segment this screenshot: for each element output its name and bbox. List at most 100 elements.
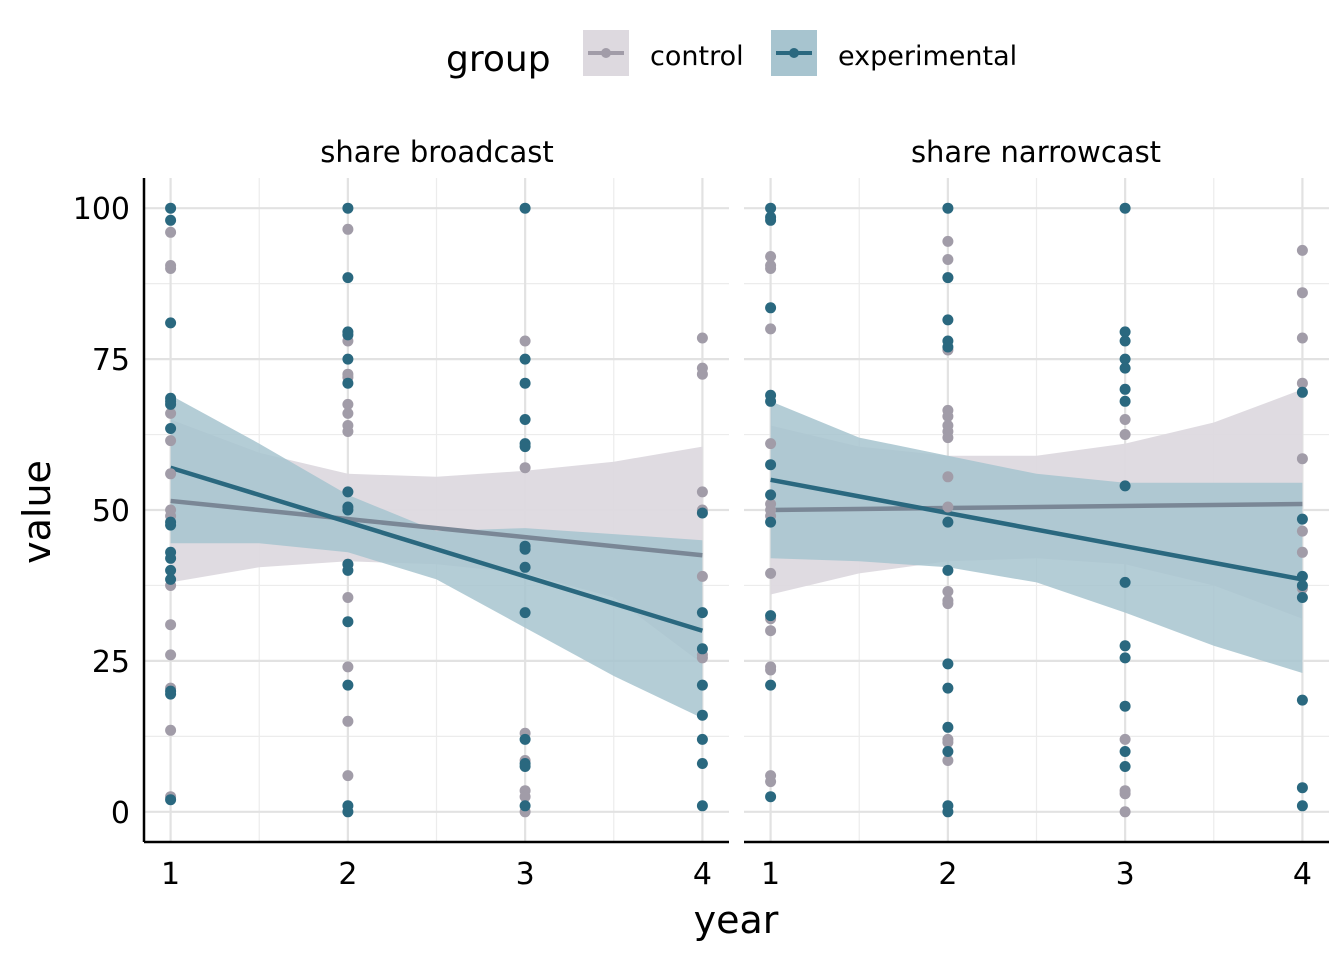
point-control [165, 724, 177, 736]
point-control [1119, 429, 1131, 440]
point-experimental [942, 682, 954, 694]
point-experimental [165, 519, 177, 531]
point-experimental [165, 564, 177, 576]
point-experimental [1296, 570, 1308, 582]
fit-lines [169, 465, 704, 633]
confidence-band-experimental [170, 395, 703, 719]
point-experimental [1296, 800, 1308, 812]
point-control [519, 462, 531, 474]
point-experimental [165, 214, 177, 226]
point-experimental [165, 688, 177, 700]
point-control [1296, 546, 1308, 558]
point-experimental [1296, 580, 1308, 591]
point-experimental [765, 610, 777, 622]
x-tick-label: 1 [161, 857, 180, 892]
point-experimental [765, 791, 777, 803]
point-experimental [165, 202, 177, 214]
point-experimental [765, 489, 777, 501]
point-experimental [696, 607, 708, 619]
point-control [342, 592, 354, 603]
point-experimental [1119, 576, 1131, 588]
point-experimental [165, 423, 177, 434]
point-experimental [519, 800, 531, 812]
confidence-band-experimental [770, 401, 1303, 673]
point-control [696, 368, 708, 380]
point-control [342, 715, 354, 727]
point-experimental [1296, 592, 1308, 603]
point-experimental [342, 353, 354, 365]
panel-title-share-narrowcast: share narrowcast [911, 135, 1161, 169]
panel-axes: 1 2 3 4 [142, 178, 729, 892]
point-experimental [942, 806, 954, 818]
point-control [342, 426, 354, 437]
point-control [1119, 806, 1131, 818]
fit-line-control [770, 501, 1303, 513]
point-experimental [1119, 202, 1131, 214]
point-control [942, 586, 954, 597]
point-experimental [765, 214, 777, 226]
x-tick-label: 3 [516, 857, 535, 892]
point-experimental [1296, 782, 1308, 794]
point-experimental [1296, 694, 1308, 706]
legend-label-experimental: experimental [838, 41, 1017, 72]
point-control [942, 755, 954, 766]
point-control [696, 332, 708, 344]
point-control [942, 410, 954, 422]
point-experimental [342, 202, 354, 214]
point-experimental [1119, 652, 1131, 664]
point-control [342, 770, 354, 782]
point-experimental [696, 758, 708, 769]
legend-label-control: control [650, 41, 744, 72]
legend: group control experimental [446, 30, 1017, 80]
y-tick-label: 75 [92, 343, 130, 378]
point-control [1119, 414, 1131, 425]
point-control [342, 223, 354, 235]
y-tick-label: 50 [92, 494, 130, 529]
point-experimental [519, 414, 531, 425]
point-control [765, 263, 777, 274]
x-tick-label: 1 [761, 857, 780, 892]
point-experimental [342, 564, 354, 576]
point-control [765, 625, 777, 637]
legend-title: group [446, 39, 551, 80]
point-experimental [1119, 326, 1131, 338]
point-experimental [519, 761, 531, 772]
panel-share-narrowcast: share narrowcast 1 2 3 4 [744, 135, 1329, 892]
point-experimental [519, 377, 531, 389]
point-control [165, 435, 177, 447]
point-experimental [165, 317, 177, 329]
point-control [765, 567, 777, 579]
point-control [165, 407, 177, 419]
point-experimental [942, 658, 954, 670]
point-experimental [519, 543, 531, 555]
point-experimental [1119, 353, 1131, 365]
x-tick-label: 4 [1293, 857, 1312, 892]
point-experimental [765, 302, 777, 314]
y-tick-label: 25 [92, 645, 130, 680]
point-control [342, 661, 354, 673]
point-control [942, 501, 954, 513]
confidence-bands [770, 389, 1303, 673]
point-experimental [1119, 746, 1131, 757]
point-control [1119, 788, 1131, 800]
fit-line-experimental [169, 465, 704, 633]
point-control [942, 235, 954, 247]
point-experimental [696, 733, 708, 745]
point-experimental [1119, 362, 1131, 374]
x-tick-label: 2 [338, 857, 357, 892]
point-control [1296, 525, 1308, 537]
point-experimental [519, 202, 531, 214]
point-experimental [942, 314, 954, 326]
point-experimental [942, 272, 954, 284]
fit-line-control [170, 498, 703, 558]
point-control [942, 736, 954, 748]
point-experimental [942, 202, 954, 214]
point-experimental [1119, 640, 1131, 652]
point-control [765, 323, 777, 335]
point-experimental [519, 733, 531, 745]
point-experimental [519, 441, 531, 453]
point-experimental [942, 564, 954, 576]
point-experimental [765, 202, 777, 214]
point-experimental [165, 552, 177, 564]
